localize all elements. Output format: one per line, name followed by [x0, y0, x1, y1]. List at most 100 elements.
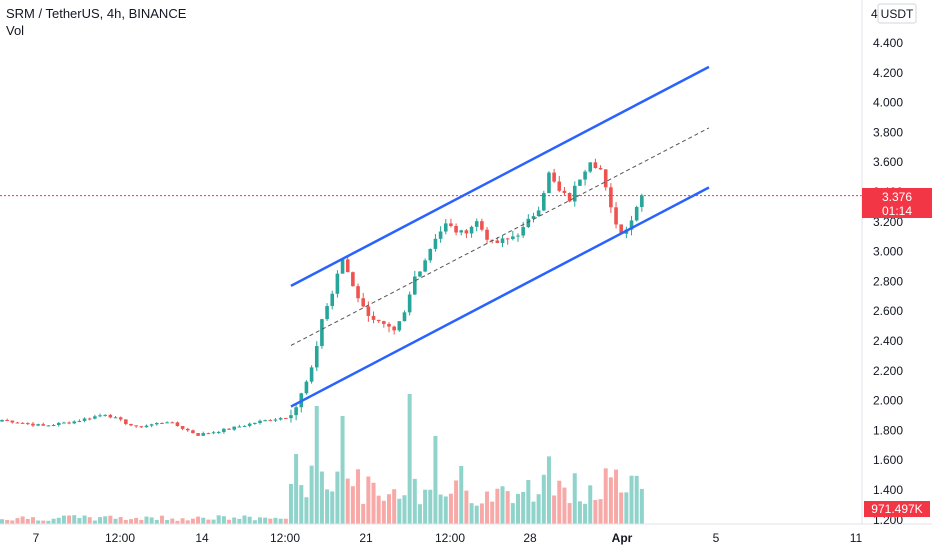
candle-body [464, 230, 469, 234]
price-scale[interactable]: 4.4004.2004.0003.8003.6003.4003.2003.000… [873, 36, 903, 527]
volume-bar [433, 436, 438, 524]
volume-bar [340, 416, 345, 524]
price-tick: 3.200 [873, 215, 903, 229]
volume-bar [500, 486, 505, 524]
candle-body [113, 417, 118, 419]
volume-bar [268, 518, 273, 524]
time-tick: 11 [850, 531, 863, 545]
candle-body [433, 238, 438, 249]
candle-body [387, 323, 391, 327]
volume-bar [134, 517, 139, 524]
volume-bar [72, 515, 77, 524]
volume-bar [479, 503, 484, 524]
candle-body [196, 433, 200, 436]
candle-body [15, 422, 20, 424]
volume-bar [314, 406, 319, 524]
price-tick: 4.200 [873, 66, 903, 80]
volume-bar [619, 492, 624, 524]
candle-body [124, 419, 128, 424]
volume-bar [577, 501, 582, 524]
candle-body [82, 418, 87, 421]
candle-body [139, 426, 144, 428]
candle-body [588, 162, 593, 172]
price-tick: 2.600 [873, 304, 903, 318]
currency-selector[interactable]: 4 USDT [871, 3, 917, 24]
channel-drawing[interactable] [290, 65, 710, 408]
candle-body [366, 306, 371, 316]
volume-bar [510, 503, 515, 524]
volume-bar [572, 473, 577, 524]
volume-bar [273, 517, 278, 524]
candle-body [629, 220, 634, 230]
volume-bar [402, 495, 407, 524]
volume-bar [309, 465, 314, 524]
volume-bar [469, 503, 474, 524]
candle-body [371, 315, 376, 320]
price-tick-partial: 4 [871, 7, 878, 21]
volume-bar [536, 494, 541, 524]
volume-bar [242, 515, 247, 524]
volume-bar [165, 520, 170, 524]
price-tick: 4.000 [873, 96, 903, 110]
volume-bar [505, 491, 510, 524]
volume-bar [103, 516, 108, 524]
volume-bar [113, 518, 118, 524]
volume-bar [521, 492, 526, 524]
candle-body [356, 286, 360, 299]
volume-bar [196, 516, 201, 524]
volume-bar [608, 477, 613, 524]
time-tick: 12:00 [105, 531, 135, 545]
candle-body [614, 207, 618, 225]
candle-body [552, 172, 556, 182]
candle-body [201, 433, 206, 436]
volume-bar [593, 500, 598, 524]
volume-value: 971.497K [871, 502, 922, 516]
volume-bar [5, 520, 10, 524]
candle-body [459, 230, 464, 233]
candle-body [474, 221, 479, 227]
symbol-title[interactable]: SRM / TetherUS, 4h, BINANCE [6, 6, 187, 21]
candle-body [289, 415, 293, 419]
candle-body [516, 235, 520, 237]
volume-bar [206, 519, 211, 524]
candlesticks [0, 158, 644, 437]
volume-bar [87, 517, 92, 524]
candle-body [98, 415, 102, 417]
volume-bar [361, 503, 366, 524]
volume-bar [139, 519, 144, 524]
price-tick: 3.600 [873, 155, 903, 169]
chart-legend: SRM / TetherUS, 4h, BINANCE Vol [6, 5, 186, 39]
price-tick: 4.400 [873, 36, 903, 50]
volume-bar [407, 394, 412, 524]
candle-body [320, 319, 324, 347]
channel-middle-line[interactable] [290, 127, 710, 346]
volume-bar [464, 490, 469, 524]
volume-bar [417, 504, 422, 524]
candle-body [495, 240, 500, 243]
candle-body [428, 248, 433, 261]
volume-bar [485, 491, 490, 524]
candle-body [531, 216, 536, 219]
channel-upper-line[interactable] [290, 65, 710, 287]
volume-bar [278, 518, 283, 524]
channel-lower-line[interactable] [290, 186, 710, 408]
candle-body [335, 273, 340, 294]
candle-body [392, 326, 396, 331]
volume-bar [294, 454, 299, 524]
candle-body [268, 420, 273, 422]
candle-body [609, 187, 613, 208]
time-tick: 21 [359, 531, 373, 545]
candle-body [67, 422, 71, 424]
candle-body [593, 162, 598, 169]
time-scale[interactable]: 7 12:00 14 12:00 21 12:00 28 Apr 5 11 [33, 531, 863, 545]
candle-body [407, 294, 412, 313]
volume-bar [118, 517, 123, 524]
volume-bar [190, 518, 195, 524]
candle-body [526, 218, 531, 228]
candle-body [469, 226, 474, 234]
volume-bar [129, 519, 133, 524]
candle-body [155, 422, 159, 425]
candle-body [227, 428, 231, 430]
volume-legend-label[interactable]: Vol [6, 23, 25, 38]
